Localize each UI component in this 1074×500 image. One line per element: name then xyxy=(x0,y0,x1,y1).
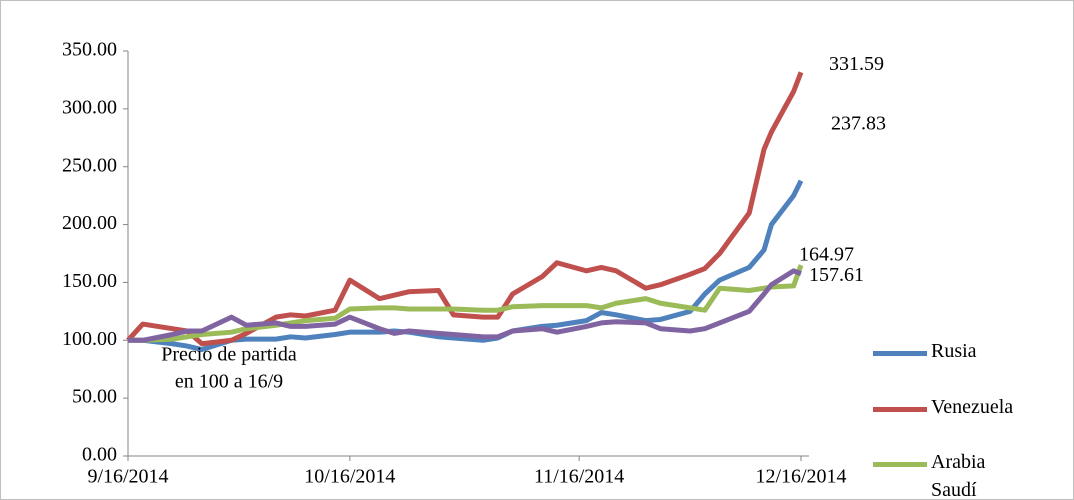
y-tick-label: 200.00 xyxy=(62,212,117,234)
x-tick-label: 12/16/2014 xyxy=(755,466,846,488)
legend-label: Arabia Saudí xyxy=(931,451,986,500)
legend-swatch xyxy=(873,462,927,467)
series-line xyxy=(128,264,804,343)
legend-label: Rusia xyxy=(931,340,977,362)
y-tick-label: 150.00 xyxy=(62,270,117,292)
end-value-label: 157.61 xyxy=(809,264,864,286)
end-value-label: 164.97 xyxy=(799,244,854,266)
annotation: en 100 a 16/9 xyxy=(175,371,283,393)
legend-entry: Arabia Saudí xyxy=(873,451,1011,499)
x-tick-label: 10/16/2014 xyxy=(304,466,395,488)
y-tick-label: 250.00 xyxy=(62,154,117,176)
series-line xyxy=(128,268,802,343)
legend-entry: Rusia xyxy=(873,340,1011,365)
y-tick-label: 350.00 xyxy=(62,39,117,61)
series-line xyxy=(128,179,804,353)
y-tick-label: 100.00 xyxy=(62,328,117,350)
y-tick-label: 300.00 xyxy=(62,96,117,118)
end-value-label: 237.83 xyxy=(831,112,886,134)
annotation: Precio de partida xyxy=(161,344,297,366)
x-tick-label: 9/16/2014 xyxy=(87,466,168,488)
y-tick-label: 50.00 xyxy=(72,386,117,408)
end-value-label: 331.59 xyxy=(829,53,884,75)
legend-swatch xyxy=(873,351,927,356)
legend-swatch xyxy=(873,407,927,412)
y-tick-label: 0.00 xyxy=(82,444,117,466)
legend-entry: Venezuela xyxy=(873,396,1013,421)
x-tick-label: 11/16/2014 xyxy=(534,466,624,488)
legend-label: Venezuela xyxy=(931,396,1014,418)
series-line xyxy=(126,71,804,347)
